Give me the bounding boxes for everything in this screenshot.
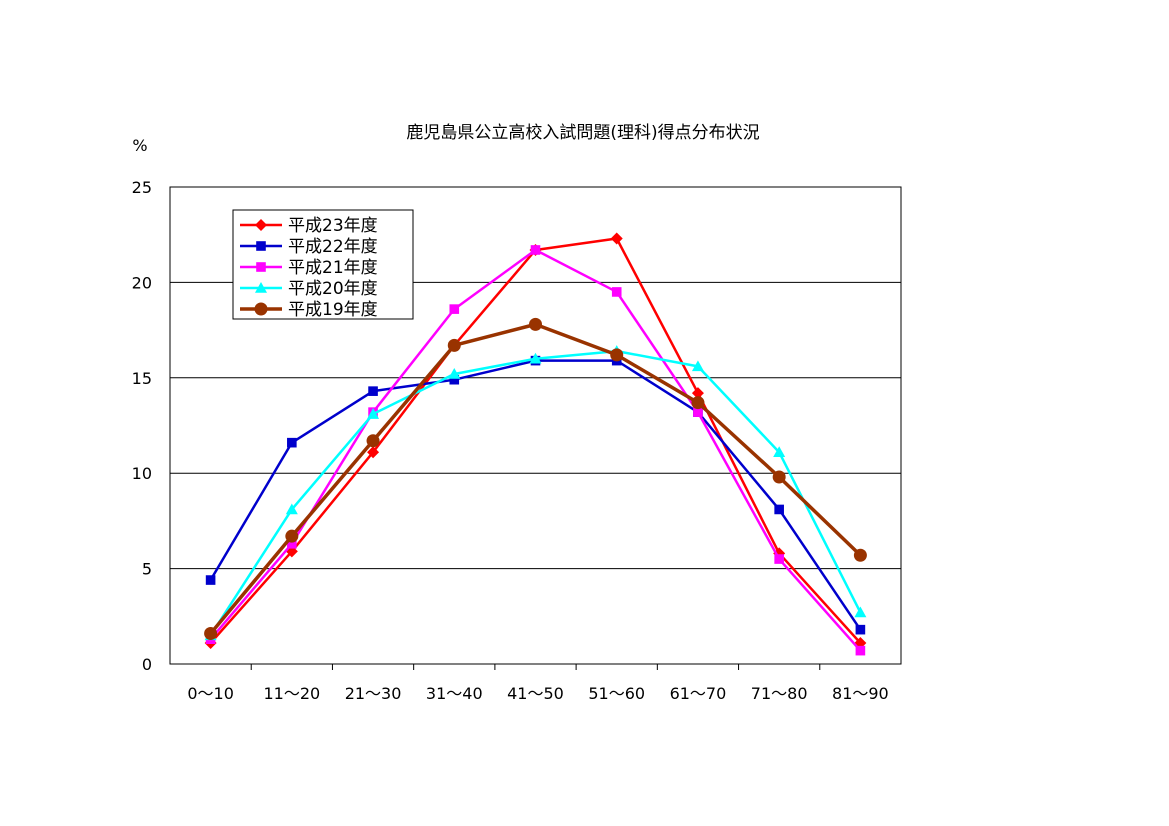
data-point	[285, 503, 298, 515]
chart-title: 鹿児島県公立高校入試問題(理科)得点分布状況	[406, 123, 759, 143]
axes: 0 5 10 15 20 25 0～10 11～20 21～30 31～40 41～50 51～60 6…	[132, 178, 889, 703]
x-tick-label: 31～40	[426, 684, 483, 703]
y-tick-label: 5	[142, 560, 152, 579]
y-tick-label: 20	[132, 273, 152, 292]
data-point	[774, 504, 784, 515]
data-point	[367, 446, 380, 459]
x-tick-label: 71～80	[751, 684, 808, 703]
data-point	[855, 624, 866, 635]
data-point	[448, 367, 461, 379]
legend-label: 平成19年度	[288, 300, 378, 320]
legend-marker	[255, 219, 267, 231]
x-tick-label: 51～60	[588, 684, 645, 703]
x-tick-label: 61～70	[670, 684, 727, 703]
data-point	[205, 575, 216, 585]
data-point	[285, 529, 299, 543]
data-point	[853, 548, 867, 562]
data-point	[529, 317, 542, 331]
data-point	[530, 245, 541, 255]
y-tick-label: 15	[132, 369, 152, 388]
data-point	[854, 606, 867, 618]
data-point	[368, 386, 378, 396]
data-point	[855, 645, 866, 656]
series-lines	[204, 232, 867, 656]
legend-marker	[256, 262, 266, 272]
x-tick-label: 21～30	[345, 684, 402, 703]
data-point	[449, 304, 460, 314]
data-point	[772, 470, 786, 484]
data-point	[204, 626, 218, 640]
data-point	[367, 408, 380, 419]
data-point	[610, 348, 624, 362]
data-point	[693, 407, 703, 417]
series-line-4	[209, 322, 862, 635]
y-tick-label: 25	[132, 178, 152, 197]
series-line-1	[209, 359, 862, 631]
data-point	[447, 338, 461, 352]
data-point	[773, 446, 786, 458]
data-point	[610, 232, 623, 245]
x-tick-label: 0～10	[187, 684, 234, 703]
y-axis-unit-label: %	[132, 136, 147, 155]
x-tick-label: 41～50	[507, 684, 564, 703]
legend-label: 平成23年度	[288, 216, 378, 236]
legend-label: 平成20年度	[288, 279, 378, 299]
data-point	[529, 352, 542, 364]
data-point	[691, 387, 704, 400]
y-tick-label: 10	[132, 464, 152, 483]
y-tick-label: 0	[142, 655, 152, 674]
legend-marker	[256, 241, 266, 251]
x-tick-label: 11～20	[263, 684, 320, 703]
data-point	[611, 287, 622, 297]
plot-area	[169, 186, 902, 665]
legend-marker	[254, 302, 268, 316]
data-point	[691, 360, 704, 372]
data-point	[774, 554, 784, 564]
data-point	[691, 396, 705, 410]
series-line-3	[209, 349, 862, 637]
legend-label: 平成22年度	[288, 237, 378, 257]
legend-marker	[255, 282, 267, 293]
x-tick-label: 81～90	[832, 684, 889, 703]
legend-label: 平成21年度	[288, 258, 378, 278]
data-point	[449, 374, 460, 385]
data-point	[287, 538, 297, 549]
data-point	[366, 434, 380, 448]
data-point	[287, 437, 297, 448]
